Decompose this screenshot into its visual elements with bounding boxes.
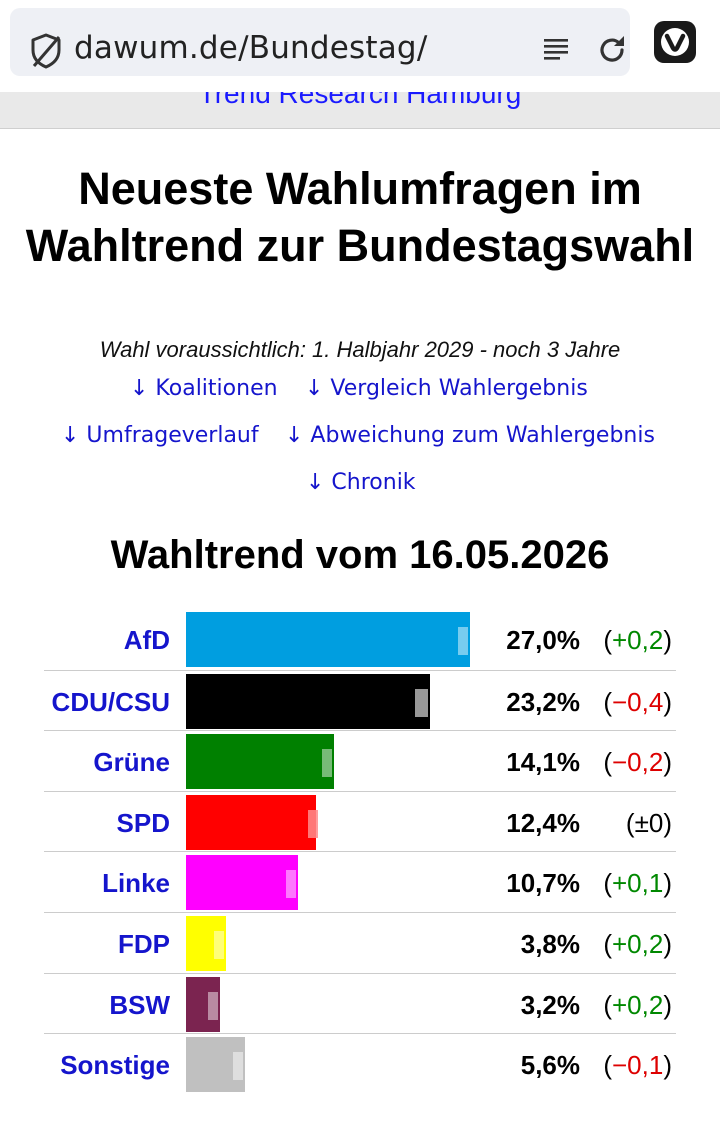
change-value: (−0,1) — [603, 1050, 672, 1081]
change-number: −0,2 — [612, 747, 664, 778]
change-indicator — [286, 870, 297, 899]
change-indicator — [322, 749, 333, 778]
change-value: (+0,2) — [603, 989, 672, 1020]
change-number: −0,4 — [612, 686, 664, 717]
party-link[interactable]: AfD — [123, 625, 170, 655]
poll-row: Linke 10,7% (+0,1) — [44, 851, 676, 912]
change-value: (±0) — [625, 807, 672, 838]
party-link[interactable]: CDU/CSU — [51, 686, 170, 717]
nav-link-umfrageverlauf[interactable]: ↓ Umfrageverlauf — [61, 423, 259, 448]
percent-value: 3,2% — [520, 989, 580, 1020]
change-value: (+0,2) — [603, 625, 672, 655]
shield-icon[interactable] — [30, 33, 62, 69]
reload-icon[interactable] — [596, 34, 628, 66]
nav-link-chronik[interactable]: ↓ Chronik — [306, 470, 416, 495]
change-number: +0,2 — [612, 928, 664, 959]
party-bar — [186, 855, 299, 911]
party-link[interactable]: SPD — [116, 807, 170, 838]
percent-value: 14,1% — [506, 747, 580, 778]
header-link[interactable]: Trend Research Hamburg — [198, 92, 522, 109]
party-link[interactable]: Grüne — [93, 747, 170, 778]
party-bar — [186, 673, 430, 729]
change-number: ±0 — [634, 807, 664, 838]
election-date-note: Wahl voraussichtlich: 1. Halbjahr 2029 -… — [99, 337, 621, 362]
nav-link-vergleich[interactable]: ↓ Vergleich Wahlergebnis — [305, 376, 588, 401]
address-bar[interactable]: dawum.de/Bundestag/ — [10, 8, 630, 76]
poll-row: SPD 12,4% (±0) — [44, 790, 676, 852]
party-bar — [186, 794, 317, 850]
percent-value: 10,7% — [506, 868, 580, 899]
change-indicator — [457, 627, 468, 655]
change-indicator — [232, 1052, 243, 1081]
percent-value: 12,4% — [506, 807, 580, 838]
percent-value: 3,8% — [520, 928, 580, 959]
change-number: −0,1 — [612, 1050, 664, 1081]
percent-value: 27,0% — [506, 625, 580, 655]
url-text[interactable]: dawum.de/Bundestag/ — [74, 30, 428, 66]
browser-toolbar: dawum.de/Bundestag/ — [0, 0, 720, 92]
party-link[interactable]: Linke — [102, 868, 170, 899]
party-bar — [186, 734, 335, 790]
page-title: Neueste Wahlumfragen im Wahltrend zur Bu… — [25, 163, 695, 271]
change-number: +0,2 — [612, 625, 664, 655]
change-number: +0,1 — [612, 868, 664, 899]
vivaldi-logo-icon[interactable] — [654, 21, 696, 63]
poll-row: BSW 3,2% (+0,2) — [44, 972, 676, 1034]
change-indicator — [207, 991, 218, 1020]
change-value: (+0,1) — [603, 868, 672, 899]
poll-row: Grüne 14,1% (−0,2) — [44, 730, 676, 791]
change-value: (+0,2) — [603, 928, 672, 959]
nav-link-abweichung[interactable]: ↓ Abweichung zum Wahlergebnis — [285, 423, 655, 448]
section-title: Wahltrend vom 16.05.2026 — [110, 533, 610, 577]
change-number: +0,2 — [612, 989, 664, 1020]
party-bar — [186, 612, 470, 667]
percent-value: 23,2% — [506, 686, 580, 717]
party-link[interactable]: BSW — [109, 989, 170, 1020]
change-value: (−0,4) — [603, 686, 672, 717]
percent-value: 5,6% — [520, 1050, 580, 1081]
change-indicator — [308, 809, 319, 838]
change-indicator — [213, 930, 224, 959]
nav-link-koalitionen[interactable]: ↓ Koalitionen — [130, 376, 278, 401]
poll-row: AfD 27,0% (+0,2) — [44, 609, 676, 670]
reader-mode-icon[interactable] — [544, 38, 570, 60]
poll-row: FDP 3,8% (+0,2) — [44, 911, 676, 973]
poll-row: Sonstige 5,6% (−0,1) — [44, 1033, 676, 1094]
party-link[interactable]: Sonstige — [60, 1050, 170, 1081]
sticky-header: Trend Research Hamburg — [0, 92, 720, 129]
change-indicator — [415, 688, 428, 717]
poll-chart: AfD 27,0% (+0,2) CDU/CSU 23,2% (−0,4) Grüne 14,… — [44, 609, 676, 1094]
poll-row: CDU/CSU 23,2% (−0,4) — [44, 669, 676, 731]
change-value: (−0,2) — [603, 747, 672, 778]
party-link[interactable]: FDP — [118, 928, 170, 959]
